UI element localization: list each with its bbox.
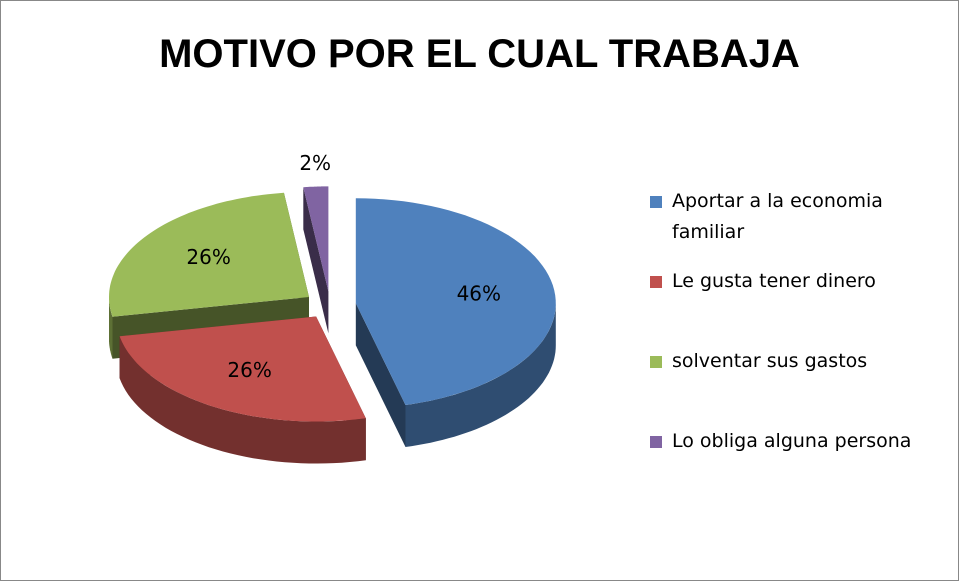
slice-side (109, 297, 113, 359)
legend-swatch (650, 276, 662, 288)
data-label: 26% (186, 245, 230, 269)
slice-side (119, 336, 366, 464)
data-label: 26% (227, 358, 271, 382)
legend-label: solventar sus gastos (672, 350, 868, 372)
slice-side (405, 303, 556, 447)
slice (355, 198, 556, 447)
slice (303, 186, 329, 334)
legend-item: Aportar a la economia familiar (650, 186, 950, 248)
legend-swatch (650, 436, 662, 448)
slice (119, 316, 366, 464)
pie-slice (109, 192, 309, 317)
legend-swatch (650, 356, 662, 368)
slice-wall (355, 303, 406, 447)
legend-item: Lo obliga alguna persona (650, 426, 950, 457)
data-label: 46% (457, 282, 501, 306)
legend-label: Le gusta tener dinero (672, 270, 876, 292)
chart-title: MOTIVO POR EL CUAL TRABAJA (159, 32, 800, 76)
pie-slice (303, 186, 329, 292)
legend-label: Aportar a la economia familiar (672, 190, 883, 243)
legend-swatch (650, 196, 662, 208)
legend-item: solventar sus gastos (650, 346, 950, 377)
slice-wall (303, 187, 329, 334)
legend-label: Lo obliga alguna persona (672, 430, 912, 452)
pie-slice (355, 198, 556, 405)
legend-item: Le gusta tener dinero (650, 266, 950, 297)
data-label: 2% (299, 151, 331, 175)
pie-slice (119, 316, 366, 422)
legend: Aportar a la economia familiar Le gusta t… (650, 186, 950, 475)
